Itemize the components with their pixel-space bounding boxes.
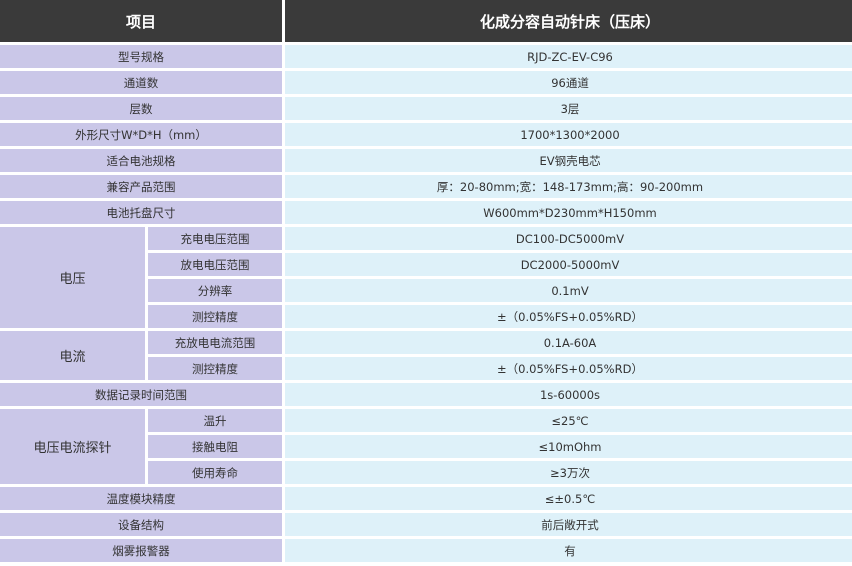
table-row: 接触电阻 ≤10mOhm [0, 435, 852, 458]
value-cell: 厚：20-80mm;宽：148-173mm;高：90-200mm [285, 175, 852, 198]
value-cell: 1s-60000s [285, 383, 852, 406]
value-cell: W600mm*D230mm*H150mm [285, 201, 852, 224]
row-label: 通道数 [0, 71, 283, 94]
table-row: 电流 充放电电流范围 0.1A-60A [0, 331, 852, 380]
table-row: 设备结构 前后敞开式 [0, 513, 852, 536]
group-label: 电流 [0, 331, 145, 380]
row-label: 型号规格 [0, 45, 283, 68]
table-row: 电压电流探针 温升 ≤25℃ [0, 409, 852, 484]
value-cell: ≤±0.5℃ [285, 487, 852, 510]
value-cell: 96通道 [285, 71, 852, 94]
table-row: 测控精度 ±（0.05%FS+0.05%RD） [0, 305, 852, 328]
row-label: 外形尺寸W*D*H（mm） [0, 123, 283, 146]
table-row: 兼容产品范围 厚：20-80mm;宽：148-173mm;高：90-200mm [0, 175, 852, 198]
table-row: 型号规格 RJD-ZC-EV-C96 [0, 45, 852, 68]
group-label: 电压电流探针 [0, 409, 145, 484]
table-row: 适合电池规格 EV钢壳电芯 [0, 149, 852, 172]
sub-label: 充电电压范围 [148, 227, 283, 250]
table-row: 放电电压范围 DC2000-5000mV [0, 253, 852, 276]
row-label: 设备结构 [0, 513, 283, 536]
value-cell: ≤25℃ [285, 409, 852, 432]
table-row: 测控精度 ±（0.05%FS+0.05%RD） [0, 357, 852, 380]
value-cell: 1700*1300*2000 [285, 123, 852, 146]
sub-label: 接触电阻 [148, 435, 283, 458]
sub-label: 测控精度 [148, 357, 283, 380]
value-cell: DC2000-5000mV [285, 253, 852, 276]
value-cell: 0.1mV [285, 279, 852, 302]
group-label: 电压 [0, 227, 145, 328]
sub-label: 充放电电流范围 [148, 331, 283, 354]
sub-label: 分辨率 [148, 279, 283, 302]
row-label: 层数 [0, 97, 283, 120]
value-cell: 0.1A-60A [285, 331, 852, 354]
row-label: 数据记录时间范围 [0, 383, 283, 406]
value-cell: 3层 [285, 97, 852, 120]
table-body: 型号规格 RJD-ZC-EV-C96 通道数 96通道 层数 3层 外形尺寸W*D*H（mm… [0, 45, 852, 562]
sub-label: 使用寿命 [148, 461, 283, 484]
value-cell: ≥3万次 [285, 461, 852, 484]
value-cell: DC100-DC5000mV [285, 227, 852, 250]
row-label: 适合电池规格 [0, 149, 283, 172]
row-label: 兼容产品范围 [0, 175, 283, 198]
table-row: 层数 3层 [0, 97, 852, 120]
sub-label: 温升 [148, 409, 283, 432]
value-cell: ±（0.05%FS+0.05%RD） [285, 357, 852, 380]
row-label: 温度模块精度 [0, 487, 283, 510]
value-cell: RJD-ZC-EV-C96 [285, 45, 852, 68]
table-row: 通道数 96通道 [0, 71, 852, 94]
row-label: 烟雾报警器 [0, 539, 283, 562]
table-row: 数据记录时间范围 1s-60000s [0, 383, 852, 406]
table-row: 电池托盘尺寸 W600mm*D230mm*H150mm [0, 201, 852, 224]
header-cell: 项目 [0, 0, 283, 42]
value-cell: 有 [285, 539, 852, 562]
sub-label: 测控精度 [148, 305, 283, 328]
row-label: 电池托盘尺寸 [0, 201, 283, 224]
value-cell: 前后敞开式 [285, 513, 852, 536]
value-cell: ±（0.05%FS+0.05%RD） [285, 305, 852, 328]
sub-label: 放电电压范围 [148, 253, 283, 276]
value-cell: ≤10mOhm [285, 435, 852, 458]
table-row: 温度模块精度 ≤±0.5℃ [0, 487, 852, 510]
table-row: 使用寿命 ≥3万次 [0, 461, 852, 484]
table-row: 电压 充电电压范围 DC100-DC5000mV [0, 227, 852, 328]
table-row: 外形尺寸W*D*H（mm） 1700*1300*2000 [0, 123, 852, 146]
table-row: 分辨率 0.1mV [0, 279, 852, 302]
table-row: 烟雾报警器有 [0, 539, 852, 562]
header-row: 项目 化成分容自动针床（压床） [0, 0, 852, 42]
value-cell: EV钢壳电芯 [285, 149, 852, 172]
header-cell: 化成分容自动针床（压床） [285, 0, 852, 42]
